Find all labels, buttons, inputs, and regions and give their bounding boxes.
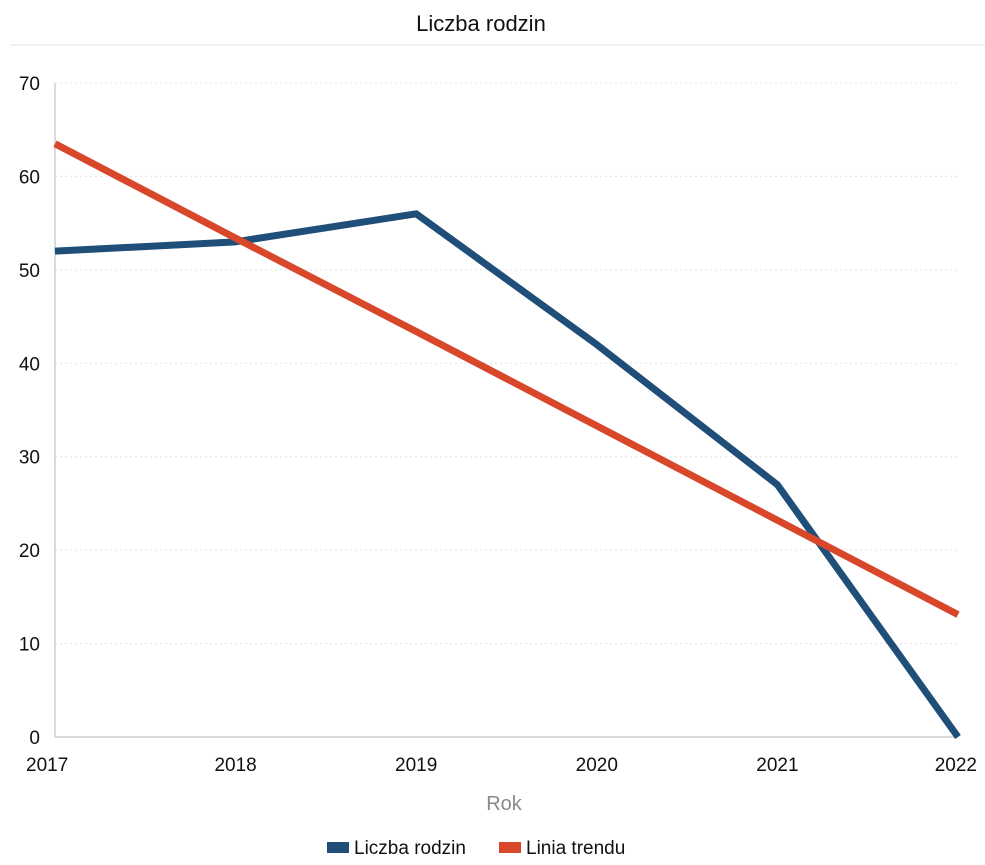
x-tick-label: 2018 [214, 755, 256, 776]
series-line-0 [54, 210, 961, 740]
series-line-1 [53, 140, 960, 618]
x-tick-labels: 2017 2018 2019 2020 2021 2022 [26, 755, 977, 776]
axes [54, 83, 958, 738]
series-lines [53, 140, 961, 740]
y-tick-label: 30 [19, 448, 40, 469]
x-tick-label: 2021 [756, 755, 798, 776]
x-axis-title: Rok [486, 793, 523, 815]
chart-title: Liczba rodzin [416, 11, 546, 36]
legend-label: Liczba rodzin [354, 838, 466, 859]
x-tick-label: 2020 [576, 755, 618, 776]
legend-label: Linia trendu [526, 838, 625, 859]
y-tick-labels: 0 10 20 30 40 50 60 70 [19, 74, 40, 749]
x-tick-label: 2022 [935, 755, 977, 776]
gridlines [55, 82, 958, 645]
legend: Liczba rodzin Linia trendu [327, 838, 625, 859]
y-tick-label: 50 [19, 261, 40, 282]
y-tick-label: 40 [19, 354, 40, 375]
y-tick-label: 70 [19, 74, 40, 95]
y-tick-label: 60 [19, 167, 40, 188]
x-tick-label: 2019 [395, 755, 437, 776]
legend-swatch [327, 842, 349, 853]
x-tick-label: 2017 [26, 755, 68, 776]
y-tick-label: 10 [19, 635, 40, 656]
legend-swatch [499, 842, 521, 853]
y-tick-label: 20 [19, 541, 40, 562]
y-tick-label: 0 [29, 728, 40, 749]
